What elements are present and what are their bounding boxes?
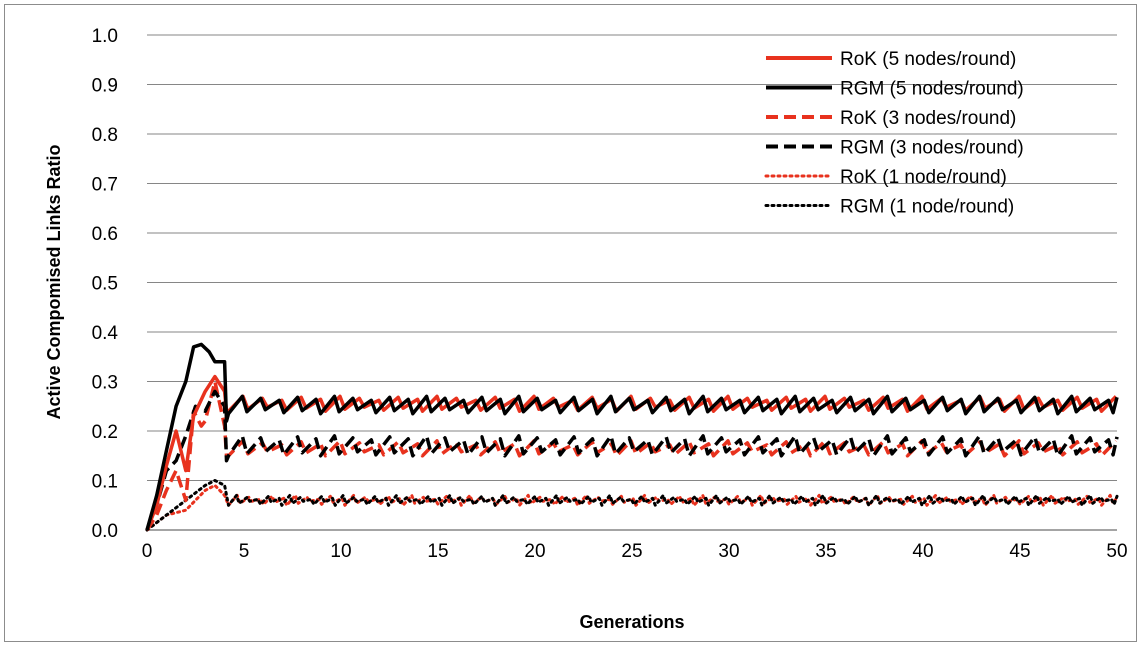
y-tick-labels: 0.0 0.1 0.2 0.3 0.4 0.5 0.6 0.7 0.8 0.9 1.0 — [92, 26, 119, 542]
x-tick-label: 25 — [621, 541, 642, 562]
y-tick-label: 0.6 — [92, 224, 118, 245]
series-line-3 — [145, 389, 1119, 531]
y-tick-label: 1.0 — [92, 26, 118, 47]
y-axis-title: Active Compomised Links Ratio — [44, 144, 64, 419]
x-tick-label: 0 — [142, 541, 153, 562]
y-tick-label: 0.5 — [92, 274, 118, 295]
y-tick-label: 0.2 — [92, 422, 118, 443]
chart-frame — [4, 4, 1137, 642]
x-axis-title: Generations — [579, 612, 684, 632]
legend-label: RGM (1 node/round) — [840, 197, 1014, 218]
y-tick-label: 0.8 — [92, 125, 118, 146]
legend-label: RoK (1 node/round) — [840, 167, 1007, 188]
x-tick-label: 40 — [912, 541, 933, 562]
y-tick-label: 0.3 — [92, 373, 118, 394]
series-line-5 — [145, 479, 1119, 532]
y-tick-label: 0.1 — [92, 472, 118, 493]
x-tick-label: 50 — [1106, 541, 1127, 562]
legend: RoK (5 nodes/round) RGM (5 nodes/round) Ro… — [764, 49, 1024, 218]
x-tick-labels: 0 5 10 15 20 25 30 35 40 45 50 — [142, 541, 1128, 562]
legend-label: RoK (5 nodes/round) — [840, 49, 1016, 70]
series-lines — [145, 342, 1119, 532]
legend-label: RGM (3 nodes/round) — [840, 138, 1024, 159]
x-tick-label: 30 — [718, 541, 739, 562]
x-tick-label: 10 — [330, 541, 351, 562]
legend-label: RGM (5 nodes/round) — [840, 79, 1024, 100]
series-line-4 — [145, 483, 1119, 532]
x-tick-label: 15 — [427, 541, 448, 562]
legend-label: RoK (3 nodes/round) — [840, 108, 1016, 129]
x-tick-label: 45 — [1009, 541, 1030, 562]
gridlines — [147, 34, 1117, 481]
series-line-1 — [145, 342, 1119, 531]
y-tick-label: 0.0 — [92, 521, 118, 542]
y-tick-label: 0.9 — [92, 76, 118, 97]
y-tick-label: 0.4 — [92, 323, 119, 344]
x-tick-label: 20 — [524, 541, 545, 562]
y-tick-label: 0.7 — [92, 175, 118, 196]
x-tick-label: 35 — [815, 541, 836, 562]
x-tick-label: 5 — [239, 541, 250, 562]
